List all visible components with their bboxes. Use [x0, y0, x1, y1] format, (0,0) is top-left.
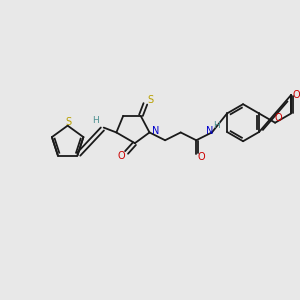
Text: S: S — [147, 95, 154, 105]
Text: N: N — [206, 127, 214, 136]
Text: S: S — [66, 117, 72, 127]
Text: O: O — [274, 113, 282, 123]
Text: O: O — [197, 152, 205, 162]
Text: O: O — [117, 151, 125, 161]
Text: N: N — [152, 127, 159, 136]
Text: H: H — [213, 121, 220, 130]
Text: H: H — [92, 116, 99, 125]
Text: O: O — [292, 90, 300, 100]
